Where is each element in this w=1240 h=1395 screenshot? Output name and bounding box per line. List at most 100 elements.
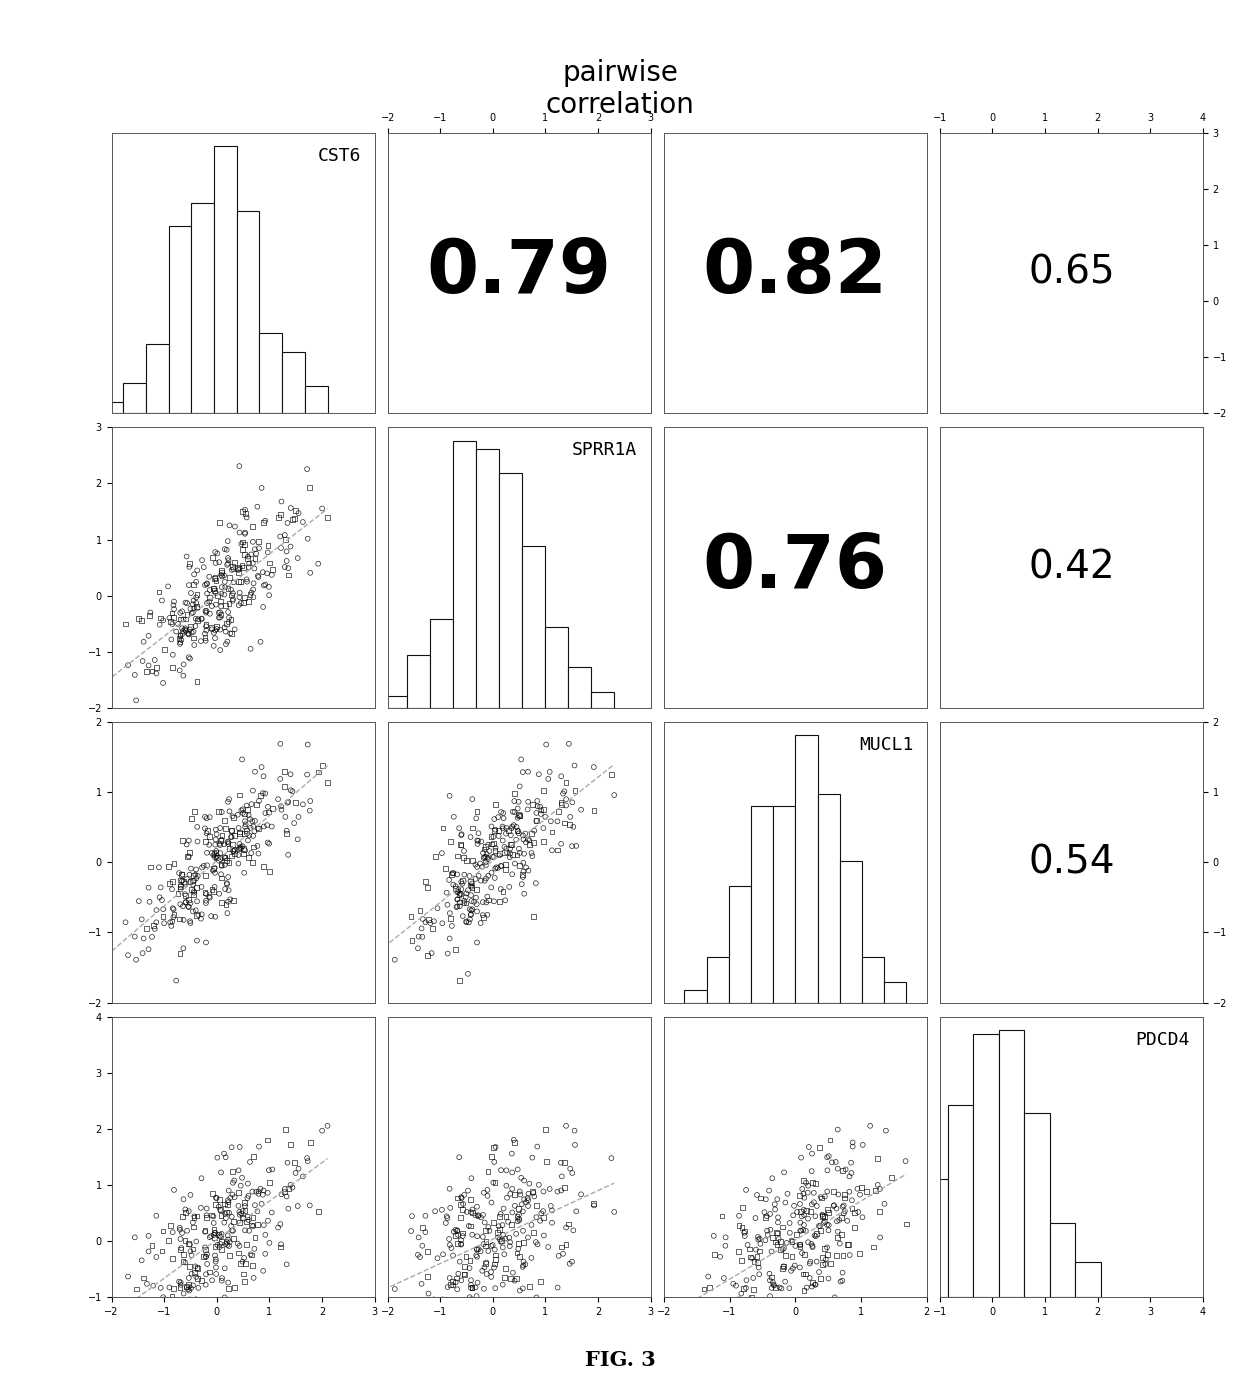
Point [258,534,278,557]
Point [185,597,205,619]
Point [479,834,498,857]
Point [491,877,511,900]
Point [278,1151,298,1173]
Point [557,788,577,810]
Point [161,1311,181,1334]
Point [761,1276,781,1299]
Point [533,817,553,840]
Point [197,1243,217,1265]
Point [160,1276,180,1299]
Point [533,1200,553,1222]
Point [179,1200,198,1222]
Point [210,850,229,872]
Point [486,1136,506,1158]
Point [257,813,277,836]
Point [231,571,250,593]
Point [177,845,197,868]
Point [233,531,253,554]
Point [440,784,460,806]
Point [205,566,224,589]
Point [126,689,146,711]
Point [197,1204,217,1226]
Point [448,1219,467,1242]
Point [440,1267,460,1289]
Point [453,847,472,869]
Point [412,918,432,940]
Point [186,1230,206,1253]
Point [463,1293,482,1315]
Point [486,1296,506,1318]
Point [489,1226,508,1249]
Point [279,1197,299,1219]
Point [187,1267,207,1289]
Point [410,1246,430,1268]
Point [195,806,215,829]
Point [753,1289,773,1311]
Point [538,767,558,790]
Point [236,502,255,525]
Point [196,1207,216,1229]
Point [552,794,572,816]
Point [218,550,238,572]
Point [503,1129,523,1151]
Point [454,864,474,886]
Point [212,824,232,847]
Point [212,565,232,587]
Point [503,1261,523,1283]
Point [239,1219,259,1242]
Point [489,819,508,841]
Point [474,847,494,869]
Point [218,530,238,552]
Point [253,1260,273,1282]
Point [254,575,274,597]
Point [216,1147,236,1169]
Point [777,1183,797,1205]
Point [170,1216,190,1239]
Point [538,1236,558,1258]
Point [492,1214,512,1236]
Point [842,1189,862,1211]
Point [218,791,238,813]
Point [460,1215,480,1237]
Point [463,872,482,894]
Point [242,1214,262,1236]
Point [174,1250,193,1272]
Point [195,622,215,644]
Point [218,552,238,575]
Point [125,1226,145,1249]
Point [186,900,206,922]
Point [186,1256,206,1278]
Point [461,884,481,907]
Point [211,834,231,857]
Point [186,904,206,926]
Point [232,748,252,770]
Point [206,847,226,869]
Point [270,1212,290,1235]
Point [467,829,487,851]
Point [818,1214,838,1236]
Point [508,798,528,820]
Point [775,1271,795,1293]
Point [563,1162,583,1184]
Point [445,875,465,897]
Point [735,1225,755,1247]
Point [196,891,216,914]
Point [176,1251,196,1274]
Point [242,792,262,815]
Point [491,855,511,877]
Point [376,1304,396,1327]
Point [552,1236,572,1258]
Point [795,1187,815,1209]
Point [258,1209,278,1232]
Point [851,1183,870,1205]
Point [811,1186,831,1208]
Point [232,1202,252,1225]
Point [140,855,160,877]
Point [448,1292,467,1314]
Point [525,819,544,841]
Point [467,1246,487,1268]
Point [98,937,118,960]
Point [234,544,254,566]
Point [244,1267,264,1289]
Point [239,557,259,579]
